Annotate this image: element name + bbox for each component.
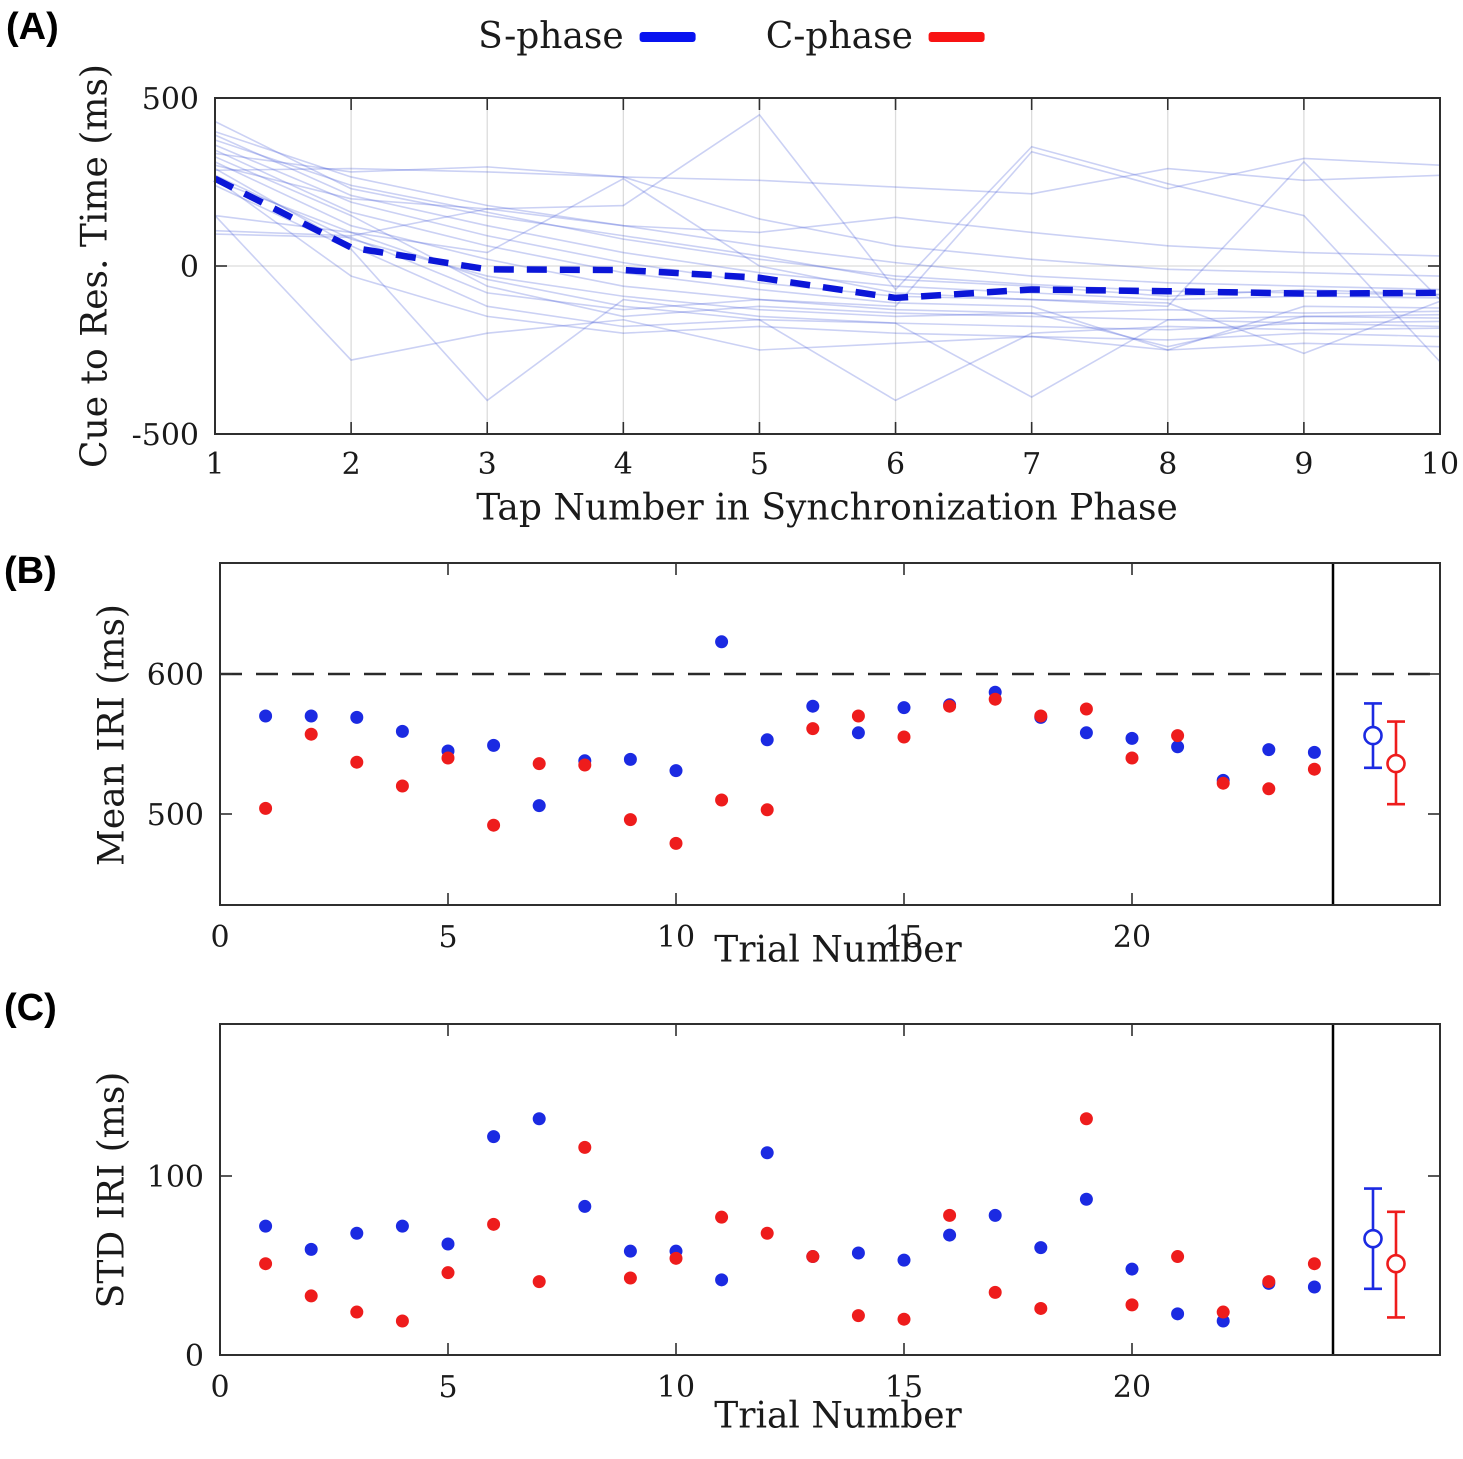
tick-label: 8 [1158, 447, 1177, 482]
tick-label: 100 [147, 1160, 204, 1195]
s-phase-dots [259, 1112, 1321, 1328]
tick-label: 500 [142, 82, 199, 117]
c-phase-summary-errorbar [1386, 1210, 1406, 1319]
c-phase-dots [259, 1112, 1321, 1328]
tick-label: 1 [205, 447, 224, 482]
panel-c-letter: (C) [4, 987, 57, 1029]
plot-box [219, 562, 1441, 906]
tick-label: 20 [1113, 920, 1151, 955]
tick-label: 20 [1113, 1370, 1151, 1405]
panel-b-chart: 0 5 10 15 20 500 600 [147, 562, 1441, 955]
tick-label: 9 [1294, 447, 1313, 482]
tick-label: 10 [1421, 447, 1459, 482]
tick-label: 10 [657, 920, 695, 955]
tick-label: 10 [657, 1370, 695, 1405]
panel-a-ticks: 1 2 3 4 5 6 7 8 9 10 500 0 -500 [132, 82, 1460, 482]
tick-label: 4 [614, 447, 633, 482]
tick-label: 5 [438, 1370, 457, 1405]
individual-trial-lines [214, 113, 1441, 402]
panel-c-xlabel: Trial Number [714, 1395, 962, 1437]
s-phase-summary-errorbar [1363, 702, 1383, 770]
legend-label-s-phase: S-phase [478, 16, 624, 57]
legend-item-c-phase: C-phase [766, 16, 985, 57]
legend-swatch-c-phase-line [928, 31, 985, 42]
ticks: 0 5 10 15 20 0 100 [147, 1024, 1440, 1405]
legend-item-s-phase: S-phase [478, 16, 696, 57]
tick-label: 5 [438, 920, 457, 955]
plot-box [219, 1023, 1441, 1356]
tick-label: 600 [147, 658, 204, 693]
tick-label: 0 [180, 250, 199, 285]
tick-label: 5 [750, 447, 769, 482]
tick-label: 15 [885, 1370, 923, 1405]
panel-a-xlabel: Tap Number in Synchronization Phase [476, 487, 1178, 529]
panel-c-chart: 0 5 10 15 20 0 100 [147, 1023, 1441, 1405]
s-phase-mean-line [213, 175, 1441, 302]
tick-label: 7 [1022, 447, 1041, 482]
panel-b-xlabel: Trial Number [714, 929, 962, 971]
tick-label: 3 [478, 447, 497, 482]
panel-a-gridlines [215, 98, 1440, 434]
ticks: 0 5 10 15 20 500 600 [147, 563, 1440, 955]
panel-b-letter: (B) [4, 550, 57, 592]
legend: S-phase C-phase [478, 16, 985, 57]
tick-label: 15 [885, 920, 923, 955]
c-phase-dots [259, 692, 1321, 850]
legend-swatch-s-phase-line [639, 31, 696, 42]
c-phase-summary-errorbar [1386, 720, 1406, 806]
tick-label: -500 [132, 418, 199, 453]
panel-a-letter: (A) [6, 6, 59, 48]
panel-a-chart: 1 2 3 4 5 6 7 8 9 10 500 0 -500 [132, 82, 1460, 482]
tick-label: 2 [342, 447, 361, 482]
tick-label: 0 [210, 920, 229, 955]
tick-label: 0 [185, 1339, 204, 1374]
tick-label: 500 [147, 798, 204, 833]
tick-label: 6 [886, 447, 905, 482]
legend-label-c-phase: C-phase [765, 16, 913, 57]
tick-label: 0 [210, 1370, 229, 1405]
s-phase-summary-errorbar [1363, 1187, 1383, 1291]
s-phase-dots [259, 635, 1321, 813]
